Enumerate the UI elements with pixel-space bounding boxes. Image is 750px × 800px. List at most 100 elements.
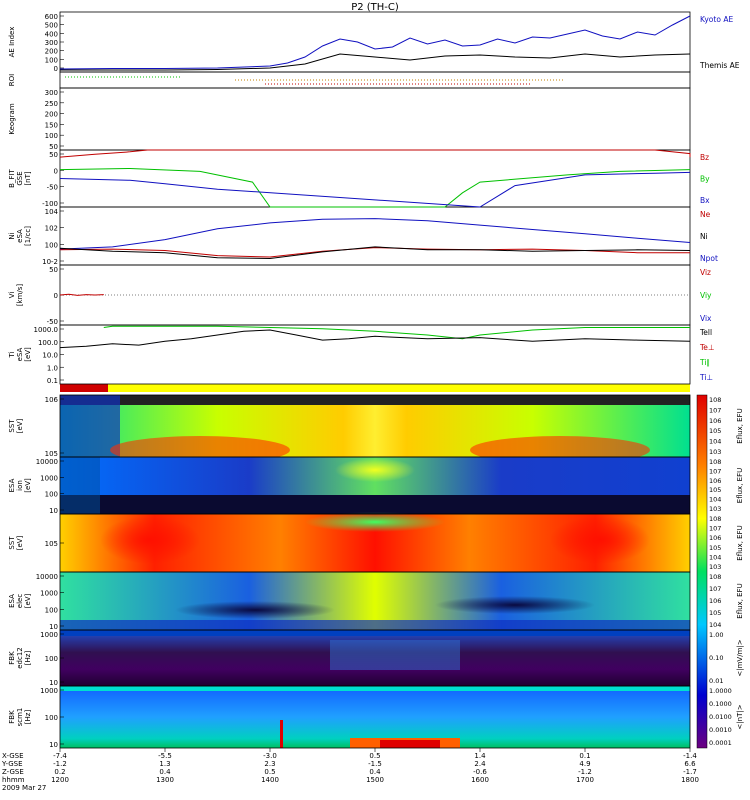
ylabel-esa_ion-2: [eV]	[24, 478, 32, 493]
ytick-vi: -50	[47, 318, 58, 326]
fbk-edc12-spectrogram	[60, 630, 690, 686]
ytick-esa_elec: 10000	[36, 573, 58, 581]
xrow-value: -5.5	[158, 752, 172, 760]
cbar-tick-sst_elec: 107	[709, 525, 721, 533]
panel-frame-ae	[59, 11, 691, 73]
cbar-tick-esa_elec: 106	[709, 597, 721, 605]
xrow-label-3: hhmm	[2, 776, 25, 784]
series-ae-1	[60, 53, 691, 71]
cbar-tick-esa_elec: 104	[709, 621, 721, 629]
esa-ion-spectrogram	[60, 457, 690, 514]
legend-ti-2: Ti∥	[699, 358, 710, 367]
panel-frame-keogram	[59, 87, 691, 151]
cbar-tick-fbk_e: 0.01	[709, 677, 723, 685]
series-bfit-1	[59, 167, 691, 208]
xrow-value: 2.3	[264, 760, 275, 768]
cbar-tick-fbk_b: 1.0000	[709, 687, 732, 695]
ylabel-fbk_e-2: [Hz]	[24, 651, 32, 666]
cbar-tick-sst_ion: 106	[709, 417, 721, 425]
xrow-value: -0.6	[473, 768, 487, 776]
xrow-value: -3.0	[263, 752, 277, 760]
ylabel-esa_ion-0: ESA	[8, 478, 16, 492]
xrow-value: 6.6	[684, 760, 696, 768]
xrow-value: 1600	[471, 776, 489, 784]
ylabel-esa_elec-0: ESA	[8, 594, 16, 608]
series-ae-0	[59, 15, 691, 70]
ytick-ni: 102	[45, 225, 58, 233]
xrow-value: -1.7	[683, 768, 697, 776]
ytick-ni: 10-2	[42, 258, 58, 266]
ylabel-fbk_b-1: scm1	[16, 708, 24, 727]
legend-vi-2: Vix	[700, 314, 712, 323]
ytick-bfit: -100	[42, 200, 58, 208]
xrow-value: 1300	[156, 776, 174, 784]
cbar-tick-esa_elec: 107	[709, 585, 721, 593]
xrow-value: 0.2	[54, 768, 65, 776]
cbar-label-sst_ion: Eflux, EFU	[736, 408, 744, 443]
xrow-label-0: X-GSE	[2, 752, 24, 760]
xrow-value: 1800	[681, 776, 699, 784]
xrow-value: 1700	[576, 776, 594, 784]
ytick-ae: 0	[54, 65, 58, 73]
xrow-value: -1.2	[53, 760, 67, 768]
ytick-ti: 1000.0	[34, 326, 59, 334]
legend-ni-1: Ni	[700, 232, 708, 241]
cbar-tick-esa_ion: 103	[709, 505, 721, 513]
panel-frame-ti	[59, 324, 691, 385]
cbar-tick-esa_elec: 108	[709, 573, 721, 581]
date-label: 2009 Mar 27	[2, 784, 46, 792]
xrow-label-2: Z-GSE	[2, 768, 24, 776]
cbar-label-esa_elec: Eflux, EFU	[736, 583, 744, 618]
xrow-value: 0.4	[369, 768, 381, 776]
cbar-tick-esa_ion: 106	[709, 477, 721, 485]
ytick-sst_elec: 105	[45, 540, 58, 548]
legend-ti-1: Te⊥	[699, 343, 714, 352]
xrow-value: 4.9	[579, 760, 590, 768]
ytick-ae: 500	[45, 22, 58, 30]
ylabel-ni-2: [1/cc]	[24, 226, 32, 246]
cbar-tick-esa_ion: 108	[709, 458, 721, 466]
ytick-bfit: -50	[47, 184, 58, 192]
ylabel-sst_ion-1: [eV]	[16, 418, 24, 433]
ylabel-sst_elec-0: SST	[8, 536, 16, 550]
series-vi-0	[59, 293, 104, 296]
series-bfit-2	[59, 171, 691, 208]
ylabel-esa_elec-2: [eV]	[24, 593, 32, 608]
xrow-value: 1.4	[474, 752, 486, 760]
ytick-ae: 400	[45, 30, 58, 38]
ylabel-ti-1: eSA	[16, 347, 24, 361]
ytick-ti: 100.0	[38, 339, 58, 347]
ytick-vi: 0	[54, 292, 58, 300]
cbar-tick-fbk_b: 0.0100	[709, 713, 732, 721]
legend-bfit-2: Bx	[700, 196, 710, 205]
cbar-tick-sst_ion: 104	[709, 438, 721, 446]
ytick-keogram: 250	[45, 100, 58, 108]
ytick-ae: 100	[45, 56, 58, 64]
cbar-tick-sst_ion: 107	[709, 406, 721, 414]
ylabel-bfit-1: GSE	[16, 171, 24, 185]
cbar-label-sst_elec: Eflux, EFU	[736, 525, 744, 560]
xrow-value: 1400	[261, 776, 279, 784]
ytick-fbk_b: 100	[45, 714, 58, 722]
ytick-ti: 10.0	[42, 352, 58, 360]
ytick-fbk_e: 1000	[40, 631, 58, 639]
ytick-keogram: 50	[49, 143, 58, 151]
xrow-value: -7.4	[53, 752, 67, 760]
ylabel-esa_elec-1: elec	[16, 594, 24, 609]
roi-markers	[65, 76, 565, 85]
ylabel-roi-0: ROI	[8, 74, 16, 86]
fbk-scm1-spectrogram	[60, 686, 690, 748]
chart-title: P2 (TH-C)	[351, 2, 399, 13]
xrow-value: 0.1	[579, 752, 590, 760]
ytick-keogram: 300	[45, 89, 58, 97]
ylabel-fbk_e-0: FBK	[8, 651, 16, 665]
legend-vi-0: Viz	[700, 268, 711, 277]
cbar-tick-sst_ion: 103	[709, 448, 721, 456]
ytick-keogram: 200	[45, 111, 58, 119]
ytick-fbk_b: 1000	[40, 687, 58, 695]
esa-elec-spectrogram	[60, 572, 690, 630]
ylabel-sst_elec-1: [eV]	[16, 535, 24, 550]
ytick-ae: 200	[45, 48, 58, 56]
